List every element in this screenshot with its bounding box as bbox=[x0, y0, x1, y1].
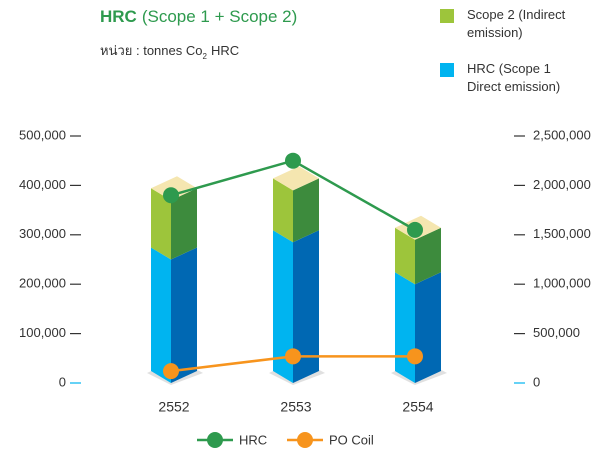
bar-front bbox=[273, 178, 293, 243]
x-tick-label: 2554 bbox=[402, 399, 433, 415]
y2-tick-label: 2,000,000 bbox=[533, 177, 591, 192]
point bbox=[285, 348, 301, 365]
bar-side bbox=[415, 272, 441, 383]
y-tick-label: 300,000 bbox=[19, 226, 66, 241]
x-tick-label: 2553 bbox=[280, 399, 311, 415]
point bbox=[285, 152, 301, 169]
y-tick-label: 0 bbox=[59, 374, 66, 389]
bar-front bbox=[273, 230, 293, 383]
title-rest: (Scope 1 + Scope 2) bbox=[142, 7, 297, 26]
y-tick-label: 500,000 bbox=[19, 127, 66, 142]
point bbox=[163, 363, 179, 380]
legend-label: HRC bbox=[239, 432, 267, 447]
legend-label: Scope 2 (Indirect emission) bbox=[467, 7, 566, 40]
y2-tick-label: 1,000,000 bbox=[533, 276, 591, 291]
unit-label: หน่วย : tonnes Co2 HRC bbox=[100, 43, 239, 61]
chart-title: HRC (Scope 1 + Scope 2) bbox=[100, 7, 297, 26]
unit-sub: 2 bbox=[202, 52, 207, 61]
legend-label: HRC (Scope 1 Direct emission) bbox=[467, 61, 561, 94]
bar-side bbox=[415, 227, 441, 285]
point bbox=[407, 221, 423, 238]
y-tick-label: 200,000 bbox=[19, 276, 66, 291]
y-tick-label: 100,000 bbox=[19, 325, 66, 340]
title-bold: HRC bbox=[100, 7, 137, 26]
point bbox=[163, 187, 179, 204]
y2-tick-label: 2,500,000 bbox=[533, 127, 591, 142]
unit-text: HRC bbox=[211, 43, 239, 58]
y2-tick-label: 500,000 bbox=[533, 325, 580, 340]
unit-text: หน่วย : tonnes Co bbox=[100, 43, 202, 58]
y2-tick-label: 0 bbox=[533, 374, 540, 389]
legend-label: PO Coil bbox=[329, 432, 374, 447]
y2-tick-label: 1,500,000 bbox=[533, 226, 591, 241]
bar-side bbox=[171, 188, 197, 260]
bar-side bbox=[171, 247, 197, 383]
legend-marker bbox=[207, 432, 223, 448]
bar-front bbox=[395, 227, 415, 285]
x-tick-label: 2552 bbox=[158, 399, 189, 415]
bar-front bbox=[151, 247, 171, 383]
legend-swatch bbox=[440, 9, 454, 23]
bar-top bbox=[273, 166, 319, 191]
legend-swatch bbox=[440, 63, 454, 77]
bar-front bbox=[395, 272, 415, 383]
bar-front bbox=[151, 188, 171, 260]
bar-side bbox=[293, 178, 319, 243]
bar-side bbox=[293, 230, 319, 383]
point bbox=[407, 348, 423, 365]
legend-marker bbox=[297, 432, 313, 448]
y-tick-label: 400,000 bbox=[19, 177, 66, 192]
